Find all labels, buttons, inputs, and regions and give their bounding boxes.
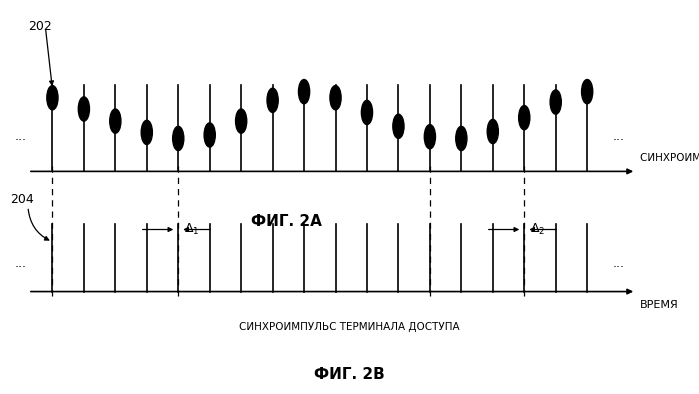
Ellipse shape bbox=[361, 100, 373, 125]
Text: ...: ... bbox=[15, 130, 27, 143]
Ellipse shape bbox=[267, 88, 278, 112]
Ellipse shape bbox=[236, 109, 247, 133]
Ellipse shape bbox=[487, 119, 498, 144]
Ellipse shape bbox=[47, 85, 58, 110]
Ellipse shape bbox=[78, 97, 89, 121]
Text: ФИГ. 2A: ФИГ. 2A bbox=[251, 214, 322, 229]
Ellipse shape bbox=[330, 85, 341, 110]
Ellipse shape bbox=[582, 80, 593, 104]
Text: ФИГ. 2B: ФИГ. 2B bbox=[314, 367, 385, 382]
Text: $\Delta_2$: $\Delta_2$ bbox=[530, 222, 545, 237]
Text: ...: ... bbox=[15, 257, 27, 269]
Text: ...: ... bbox=[612, 257, 625, 269]
Ellipse shape bbox=[393, 114, 404, 138]
Ellipse shape bbox=[298, 80, 310, 104]
Ellipse shape bbox=[424, 125, 435, 149]
Ellipse shape bbox=[110, 109, 121, 133]
Text: СИНХРОИМПУЛЬС ТЕРМИНАЛА ДОСТУПА: СИНХРОИМПУЛЬС ТЕРМИНАЛА ДОСТУПА bbox=[239, 322, 460, 332]
Text: ...: ... bbox=[612, 130, 625, 143]
Ellipse shape bbox=[550, 90, 561, 114]
Ellipse shape bbox=[456, 126, 467, 151]
Text: ВРЕМЯ: ВРЕМЯ bbox=[640, 300, 678, 310]
Ellipse shape bbox=[141, 120, 152, 145]
Text: 204: 204 bbox=[10, 193, 34, 206]
Text: $\Delta_1$: $\Delta_1$ bbox=[184, 222, 199, 237]
Ellipse shape bbox=[519, 106, 530, 130]
Ellipse shape bbox=[204, 123, 215, 147]
Text: 202: 202 bbox=[28, 20, 52, 33]
Ellipse shape bbox=[173, 126, 184, 151]
Text: СИНХРОИМПУЛЬС ТОЧКИ ДОСТУПА: СИНХРОИМПУЛЬС ТОЧКИ ДОСТУПА bbox=[640, 153, 699, 164]
